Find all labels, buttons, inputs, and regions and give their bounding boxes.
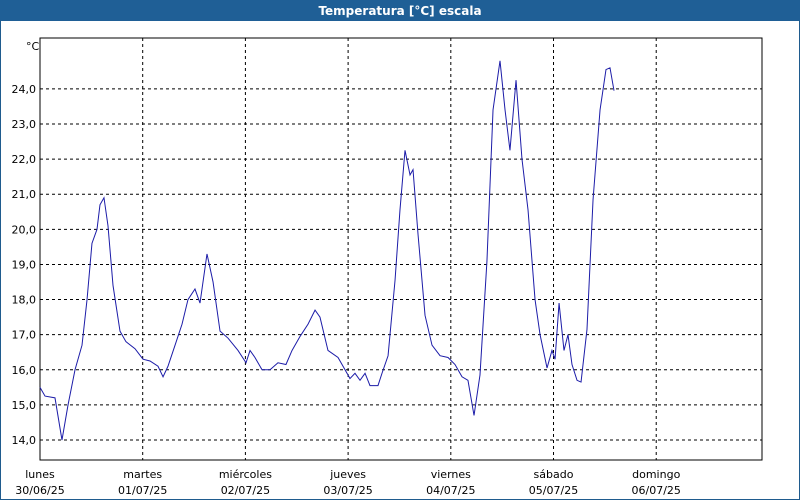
y-tick-label: 21,0 <box>12 188 37 201</box>
x-tick-label: 05/07/25 <box>529 484 578 497</box>
x-weekday-label: sábado <box>534 468 574 481</box>
x-weekday-label: viernes <box>431 468 471 481</box>
x-weekday-label: jueves <box>329 468 366 481</box>
y-tick-label: 14,0 <box>12 434 37 447</box>
x-weekday-label: lunes <box>25 468 55 481</box>
title-bar <box>0 0 800 21</box>
y-tick-label: 20,0 <box>12 223 37 236</box>
y-tick-label: 22,0 <box>12 153 37 166</box>
chart-title: Temperatura [°C] escala <box>318 4 481 18</box>
temperature-line <box>39 60 615 441</box>
y-tick-label: 15,0 <box>12 399 37 412</box>
x-tick-label: 03/07/25 <box>323 484 372 497</box>
y-unit: °C <box>26 40 40 53</box>
x-weekday-label: martes <box>123 468 162 481</box>
y-tick-label: 24,0 <box>12 83 37 96</box>
plot-area <box>39 37 763 461</box>
x-tick-label: 06/07/25 <box>632 484 681 497</box>
x-tick-label: 04/07/25 <box>426 484 475 497</box>
y-tick-label: 18,0 <box>12 294 37 307</box>
x-weekday-label: miércoles <box>219 468 272 481</box>
y-tick-label: 19,0 <box>12 258 37 271</box>
x-tick-label: 30/06/25 <box>15 484 64 497</box>
y-tick-label: 23,0 <box>12 118 37 131</box>
x-weekday-label: domingo <box>632 468 680 481</box>
y-tick-label: 17,0 <box>12 329 37 342</box>
y-tick-label: 16,0 <box>12 364 37 377</box>
x-tick-label: 01/07/25 <box>118 484 167 497</box>
x-tick-label: 02/07/25 <box>221 484 270 497</box>
